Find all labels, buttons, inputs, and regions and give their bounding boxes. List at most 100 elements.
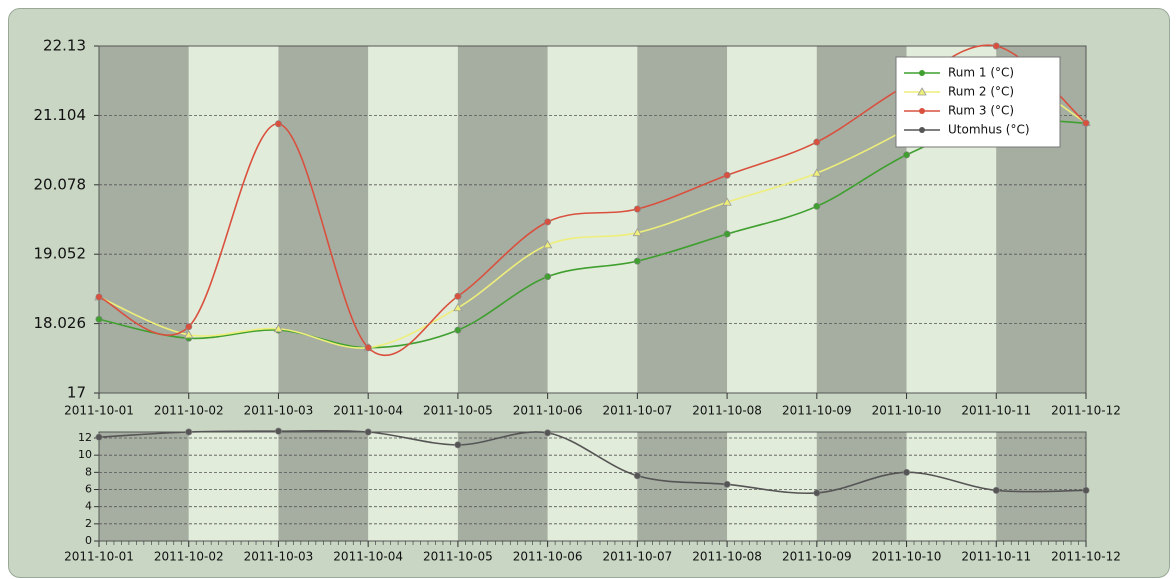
- x-tick-label: 2011-10-08: [692, 404, 762, 418]
- x-tick-label: 2011-10-11: [961, 550, 1031, 564]
- y-tick-label: 20.078: [34, 175, 87, 193]
- column-band: [368, 432, 458, 541]
- y-tick-label: 0: [85, 534, 92, 547]
- column-band: [99, 46, 189, 393]
- x-tick-label: 2011-10-02: [154, 404, 224, 418]
- data-point: [542, 240, 553, 249]
- x-tick-label: 2011-10-01: [64, 404, 134, 418]
- data-point: [992, 42, 1000, 50]
- data-point: [453, 302, 463, 312]
- data-point: [1082, 119, 1090, 127]
- y-tick-label: 19.052: [34, 245, 87, 263]
- series-line: [98, 429, 1087, 495]
- data-point: [723, 230, 731, 238]
- column-band: [99, 432, 189, 541]
- column-band: [906, 432, 997, 541]
- x-tick-label: 2011-10-11: [961, 404, 1031, 418]
- column-band: [278, 432, 369, 541]
- data-point: [454, 441, 462, 449]
- y-tick-label: 2: [85, 517, 92, 530]
- x-tick-label: 2011-10-03: [244, 550, 314, 564]
- legend-marker: [919, 70, 925, 76]
- x-tick-label: 2011-10-04: [333, 404, 403, 418]
- x-tick-label: 2011-10-04: [333, 550, 403, 564]
- y-tick-label: 17: [67, 384, 86, 402]
- legend-label: Rum 1 (°C): [948, 66, 1014, 80]
- x-tick-label: 2011-10-07: [602, 550, 672, 564]
- data-point: [813, 489, 821, 497]
- y-tick-label: 6: [85, 483, 92, 496]
- data-point: [454, 326, 462, 334]
- y-tick-label: 4: [85, 500, 92, 513]
- column-band: [278, 46, 369, 393]
- y-tick-label: 18.026: [34, 314, 87, 332]
- data-point: [1082, 486, 1090, 494]
- x-tick-label: 2011-10-06: [513, 404, 583, 418]
- y-tick-label: 8: [85, 465, 92, 478]
- data-point: [274, 427, 282, 435]
- data-point: [274, 120, 282, 128]
- x-tick-label: 2011-10-10: [872, 404, 942, 418]
- x-tick-label: 2011-10-05: [423, 404, 493, 418]
- data-point: [633, 257, 641, 265]
- legend-marker: [919, 127, 925, 133]
- data-point: [273, 323, 284, 333]
- data-point: [723, 480, 731, 488]
- column-band: [188, 46, 279, 393]
- data-point: [95, 293, 103, 301]
- column-band: [816, 46, 907, 393]
- data-point: [813, 138, 821, 146]
- x-tick-label: 2011-10-07: [602, 404, 672, 418]
- data-point: [364, 428, 372, 436]
- column-band: [547, 432, 638, 541]
- data-point: [364, 344, 372, 352]
- column-band: [637, 46, 728, 393]
- data-point: [95, 315, 103, 323]
- data-point: [722, 197, 732, 206]
- column-band: [457, 432, 548, 541]
- x-tick-label: 2011-10-12: [1051, 404, 1121, 418]
- data-point: [544, 429, 552, 437]
- data-point: [185, 428, 193, 436]
- column-band: [816, 432, 907, 541]
- column-band: [996, 432, 1086, 541]
- legend-marker: [917, 87, 927, 96]
- data-point: [95, 433, 103, 441]
- column-band: [637, 432, 728, 541]
- x-tick-label: 2011-10-12: [1051, 550, 1121, 564]
- data-point: [992, 486, 1000, 494]
- column-band: [727, 46, 817, 393]
- data-point: [185, 323, 193, 331]
- legend-label: Rum 2 (°C): [948, 85, 1014, 99]
- data-point: [903, 468, 911, 476]
- series-line: [98, 118, 1087, 349]
- legend-label: Utomhus (°C): [948, 123, 1030, 137]
- y-tick-label: 22.13: [43, 37, 86, 55]
- legend-label: Rum 3 (°C): [948, 104, 1014, 118]
- data-point: [813, 202, 821, 210]
- data-point: [812, 168, 822, 177]
- data-point: [544, 273, 552, 281]
- x-tick-label: 2011-10-08: [692, 550, 762, 564]
- x-tick-label: 2011-10-10: [872, 550, 942, 564]
- y-tick-label: 21.104: [34, 106, 87, 124]
- data-point: [632, 227, 643, 237]
- x-tick-label: 2011-10-01: [64, 550, 134, 564]
- legend: Rum 1 (°C) Rum 2 (°C) Rum 3 (°C) Utomhus (°…: [895, 56, 1061, 148]
- data-point: [723, 171, 731, 179]
- column-band: [547, 46, 638, 393]
- y-tick-label: 10: [78, 448, 92, 461]
- data-point: [454, 292, 462, 300]
- data-point: [544, 218, 552, 226]
- x-tick-label: 2011-10-09: [782, 550, 852, 564]
- x-tick-label: 2011-10-05: [423, 550, 493, 564]
- data-point: [633, 472, 641, 480]
- x-tick-label: 2011-10-09: [782, 404, 852, 418]
- x-tick-label: 2011-10-02: [154, 550, 224, 564]
- plot-frame: [98, 45, 1087, 394]
- x-tick-label: 2011-10-06: [513, 550, 583, 564]
- column-band: [457, 46, 548, 393]
- x-tick-label: 2011-10-03: [244, 404, 314, 418]
